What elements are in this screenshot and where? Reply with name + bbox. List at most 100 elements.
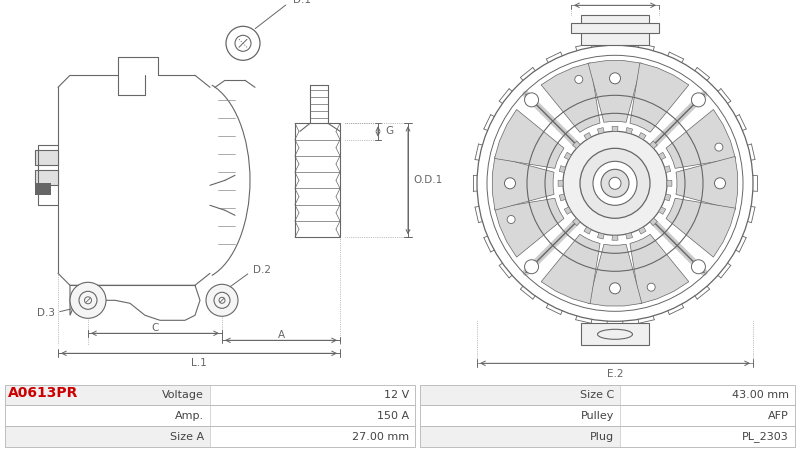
Polygon shape (666, 198, 735, 257)
Polygon shape (612, 127, 618, 131)
Text: Size A: Size A (170, 432, 204, 442)
Polygon shape (584, 227, 591, 234)
Circle shape (593, 161, 637, 205)
Polygon shape (559, 166, 566, 172)
Polygon shape (584, 133, 591, 140)
Circle shape (610, 73, 621, 84)
Circle shape (714, 178, 726, 189)
Text: L.1: L.1 (191, 358, 207, 368)
Bar (420, 405, 620, 426)
Circle shape (610, 283, 621, 294)
Bar (210, 405, 415, 426)
Polygon shape (494, 198, 564, 257)
Text: D.3: D.3 (37, 308, 55, 318)
Text: Amp.: Amp. (175, 411, 204, 421)
Bar (5, 426, 210, 447)
Polygon shape (588, 244, 642, 306)
Polygon shape (588, 61, 642, 122)
Bar (620, 426, 795, 447)
Polygon shape (558, 180, 563, 186)
Circle shape (647, 283, 655, 291)
Bar (581, 323, 649, 345)
Polygon shape (676, 156, 738, 210)
Bar (5, 405, 415, 426)
Polygon shape (573, 218, 580, 226)
Circle shape (691, 260, 706, 274)
Polygon shape (598, 233, 604, 239)
Text: 43.00 mm: 43.00 mm (732, 390, 789, 400)
Bar (5, 426, 415, 447)
Bar (5, 405, 210, 426)
Text: 12 V: 12 V (384, 390, 409, 400)
Text: 150 A: 150 A (377, 411, 409, 421)
Bar (620, 405, 795, 426)
Polygon shape (665, 166, 670, 172)
Polygon shape (658, 152, 666, 160)
Polygon shape (612, 235, 618, 240)
Polygon shape (626, 127, 633, 134)
Bar (420, 426, 620, 447)
Circle shape (691, 93, 706, 107)
Polygon shape (559, 194, 566, 201)
Polygon shape (630, 63, 689, 132)
Bar (420, 405, 795, 426)
Polygon shape (650, 141, 658, 149)
Circle shape (505, 178, 515, 189)
Polygon shape (665, 194, 670, 201)
Bar (420, 426, 795, 447)
Circle shape (206, 284, 238, 316)
Bar (35, 150, 58, 165)
Text: G: G (385, 127, 393, 136)
Text: D.1: D.1 (293, 0, 311, 5)
Polygon shape (598, 127, 604, 134)
Polygon shape (541, 234, 600, 304)
Circle shape (70, 283, 106, 318)
Text: A0613PR: A0613PR (8, 386, 78, 400)
Polygon shape (564, 152, 571, 160)
Bar (620, 385, 795, 405)
Circle shape (507, 215, 515, 224)
Text: 27.00 mm: 27.00 mm (352, 432, 409, 442)
Polygon shape (638, 227, 646, 234)
Bar (35, 170, 58, 185)
Text: Plug: Plug (590, 432, 614, 442)
Polygon shape (494, 109, 564, 168)
Bar (420, 385, 795, 405)
Circle shape (715, 143, 723, 151)
Text: D.2: D.2 (253, 265, 271, 276)
Circle shape (525, 260, 538, 274)
Polygon shape (573, 141, 580, 149)
Text: Pulley: Pulley (581, 411, 614, 421)
Bar (210, 385, 415, 405)
Polygon shape (564, 207, 571, 214)
Bar (35, 184, 51, 195)
Polygon shape (658, 207, 666, 214)
Text: O.D.1: O.D.1 (413, 175, 442, 185)
Polygon shape (667, 180, 672, 186)
Circle shape (574, 76, 582, 84)
Circle shape (563, 131, 667, 235)
Bar (571, 23, 659, 33)
Circle shape (609, 177, 621, 189)
Text: Size C: Size C (580, 390, 614, 400)
Text: Voltage: Voltage (162, 390, 204, 400)
Text: A: A (278, 330, 285, 340)
Bar (5, 385, 415, 405)
Polygon shape (638, 133, 646, 140)
Bar (210, 426, 415, 447)
Bar (5, 385, 210, 405)
Text: E.2: E.2 (606, 369, 623, 379)
Polygon shape (630, 234, 689, 304)
Text: PL_2303: PL_2303 (742, 431, 789, 442)
Circle shape (580, 149, 650, 218)
Polygon shape (666, 109, 735, 168)
Polygon shape (492, 156, 554, 210)
Polygon shape (626, 233, 633, 239)
Text: AFP: AFP (768, 411, 789, 421)
Polygon shape (541, 63, 600, 132)
Polygon shape (650, 218, 658, 226)
Text: C: C (151, 323, 158, 333)
Bar (420, 385, 620, 405)
Circle shape (525, 93, 538, 107)
Bar (581, 15, 649, 45)
